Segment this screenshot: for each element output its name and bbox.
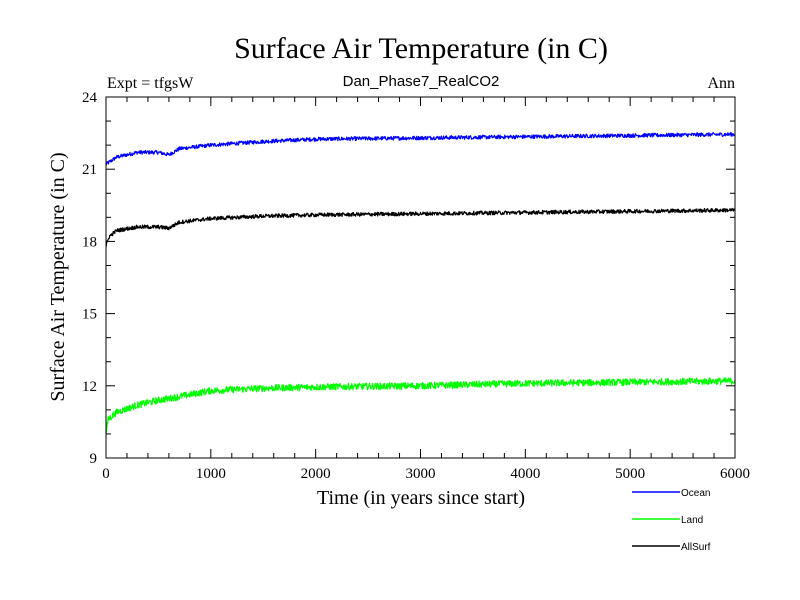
- legend: Ocean Land AllSurf: [632, 488, 711, 553]
- x-tick-label: 6000: [720, 466, 750, 482]
- y-tick-label: 12: [82, 379, 97, 395]
- legend-label-allsurf: AllSurf: [681, 542, 711, 553]
- plot-frame: [105, 96, 736, 459]
- y-tick-label: 9: [90, 451, 98, 467]
- y-tick-label: 24: [82, 90, 98, 106]
- series-line-allsurf: [105, 207, 736, 248]
- y-axis-label: Surface Air Temperature (in C): [47, 152, 69, 401]
- y-tick-label: 15: [82, 307, 97, 323]
- x-tick-label: 1000: [196, 466, 226, 482]
- x-tick-label: 3000: [406, 466, 436, 482]
- chart-subtitle-left: Expt = tfgsW: [107, 75, 194, 92]
- x-tick-label: 0: [102, 466, 110, 482]
- x-tick-label: 2000: [301, 466, 331, 482]
- y-tick-label: 21: [82, 162, 97, 178]
- legend-label-land: Land: [681, 515, 703, 526]
- legend-label-ocean: Ocean: [681, 488, 710, 499]
- axes-group: 0 1000 2000 3000 4000 5000 6000 9 12 15 18 21 24: [82, 90, 750, 482]
- x-tick-label: 4000: [510, 466, 540, 482]
- chart-title: Surface Air Temperature (in C): [234, 32, 608, 65]
- chart-subtitle-right: Ann: [707, 75, 735, 92]
- series-line-ocean: [105, 131, 736, 166]
- series-line-land: [105, 377, 736, 434]
- series-group: [105, 131, 736, 434]
- x-tick-label: 5000: [615, 466, 645, 482]
- chart-subtitle-center: Dan_Phase7_RealCO2: [343, 73, 500, 90]
- x-axis-label: Time (in years since start): [317, 487, 525, 509]
- y-tick-label: 18: [82, 234, 97, 250]
